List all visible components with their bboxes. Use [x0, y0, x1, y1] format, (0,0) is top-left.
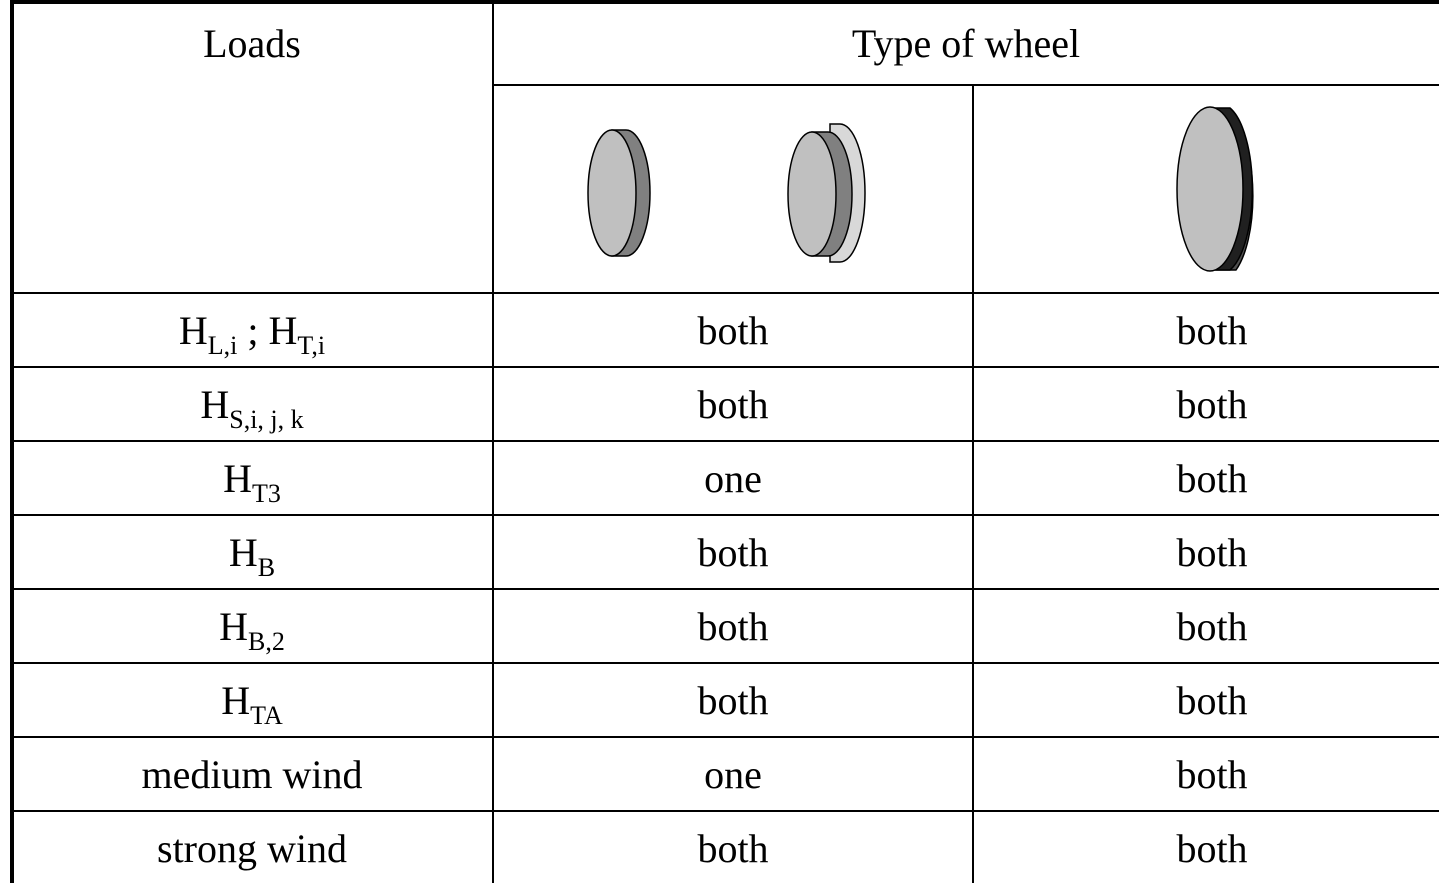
cell: both — [1176, 604, 1247, 649]
wheel-single-flange — [587, 129, 651, 257]
cell: both — [1176, 826, 1247, 871]
cell: both — [1176, 308, 1247, 353]
cell: both — [697, 678, 768, 723]
label-text: medium wind — [141, 752, 362, 797]
row-label: HB,2 — [219, 604, 285, 656]
subscript: T3 — [252, 479, 281, 508]
label-text: H — [223, 456, 252, 501]
row-label: HS,i, j, k — [200, 382, 303, 434]
label-text: ; H — [237, 308, 297, 353]
cell: both — [697, 604, 768, 649]
label-text: H — [200, 382, 229, 427]
subscript: TA — [250, 701, 283, 730]
wheel-double-flange — [787, 123, 866, 263]
subscript: B — [258, 553, 275, 582]
subscript: T,i — [297, 331, 325, 360]
subscript: L,i — [208, 331, 238, 360]
cell: both — [1176, 752, 1247, 797]
label-text: strong wind — [157, 826, 347, 871]
row-label: HT3 — [223, 456, 281, 508]
header-cell: Type of wheel — [852, 21, 1080, 66]
label-text: H — [221, 678, 250, 723]
cell: one — [704, 752, 762, 797]
cell: both — [1176, 530, 1247, 575]
cell: both — [697, 308, 768, 353]
cell: one — [704, 456, 762, 501]
cell: both — [1176, 456, 1247, 501]
row-label: HB — [229, 530, 275, 582]
row-label: strong wind — [157, 826, 347, 871]
label-text: H — [229, 530, 258, 575]
cell: both — [1176, 382, 1247, 427]
wheel-flangeless — [1176, 106, 1254, 272]
subscript: S,i, j, k — [229, 405, 303, 434]
label-text: H — [219, 604, 248, 649]
cell: both — [697, 382, 768, 427]
row-label: HTA — [221, 678, 283, 730]
row-label: HL,i ; HT,i — [179, 308, 325, 360]
subscript: B,2 — [248, 627, 285, 656]
cell: both — [697, 826, 768, 871]
row-label: medium wind — [141, 752, 362, 797]
cell: both — [1176, 678, 1247, 723]
header-cell: Loads — [203, 21, 301, 66]
label-text: H — [179, 308, 208, 353]
cell: both — [697, 530, 768, 575]
